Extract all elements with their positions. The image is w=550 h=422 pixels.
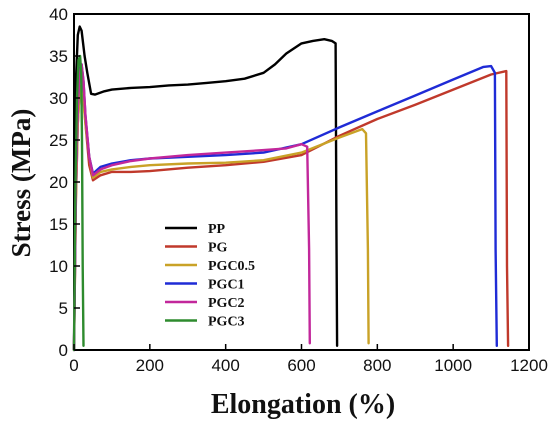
x-tick-label: 600	[287, 356, 315, 375]
y-tick-label: 15	[49, 215, 68, 234]
legend-label: PGC3	[208, 315, 245, 330]
series-line-pp	[72, 25, 339, 352]
x-tick-label: 1000	[434, 356, 472, 375]
y-tick-label: 30	[49, 89, 68, 108]
legend-label: PG	[208, 241, 228, 256]
y-tick-label: 40	[49, 5, 68, 24]
y-tick-label: 10	[49, 257, 68, 276]
series-line-pg	[72, 69, 510, 352]
x-tick-label: 800	[363, 356, 391, 375]
legend-label: PGC2	[208, 296, 245, 311]
series-line-pgc1	[72, 63, 498, 352]
y-tick-label: 5	[59, 299, 68, 318]
y-tick-label: 20	[49, 173, 68, 192]
plot-area	[73, 13, 530, 351]
y-tick-label: 0	[59, 341, 68, 360]
legend-label: PGC1	[208, 278, 245, 293]
series-line-pgc3	[72, 54, 85, 352]
legend-label: PP	[208, 222, 226, 237]
y-tick-label: 25	[49, 131, 68, 150]
x-axis-title: Elongation (%)	[211, 389, 395, 420]
legend-label: PGC0.5	[208, 259, 255, 274]
y-axis-title: Stress (MPa)	[6, 109, 36, 258]
x-tick-label: 0	[69, 356, 78, 375]
y-tick-label: 35	[49, 47, 68, 66]
x-tick-label: 200	[136, 356, 164, 375]
series-line-pgc2	[72, 63, 311, 352]
x-tick-label: 1200	[510, 356, 548, 375]
x-tick-label: 400	[211, 356, 239, 375]
